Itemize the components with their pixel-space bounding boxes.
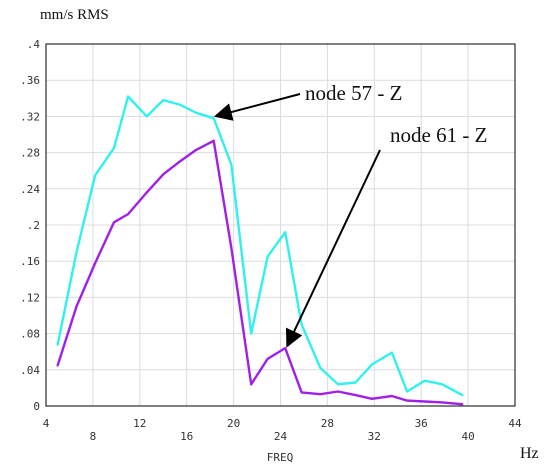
y-tick-label: 0 [33, 400, 40, 413]
annotation-label-node-61-z: node 61 - Z [390, 123, 487, 147]
series-line-node-61-z [56, 139, 464, 406]
x-tick-label: 32 [368, 430, 381, 443]
x-tick-label: 16 [180, 430, 193, 443]
y-tick-label: .24 [20, 183, 40, 196]
annotation-arrow-node-57-z [213, 93, 301, 121]
x-tick-label: 4 [43, 417, 50, 430]
series-line-node-57-z [56, 95, 464, 397]
y-tick-label: .36 [20, 74, 40, 87]
annotation-label-node-57-z: node 57 - Z [305, 81, 402, 105]
x-tick-label: 24 [274, 430, 288, 443]
x-tick-label: 36 [415, 417, 428, 430]
y-axis-label: mm/s RMS [40, 7, 109, 23]
annotation-arrow-node-61-z [285, 149, 381, 348]
x-tick-label: 8 [90, 430, 97, 443]
y-tick-labels: 0 .04 .08 .12 .16 .2 .24 .28 .32 .36 .4 [20, 38, 40, 413]
y-tick-label: .12 [20, 291, 40, 304]
x-tick-label: 28 [321, 417, 334, 430]
y-tick-label: .16 [20, 255, 40, 268]
x-tick-label: 40 [461, 430, 474, 443]
y-tick-label: .4 [27, 38, 41, 51]
x-tick-label: 12 [133, 417, 146, 430]
series-layer [56, 95, 464, 406]
x-tick-label: 20 [227, 417, 240, 430]
x-tick-labels: 4 8 12 16 20 24 28 32 36 40 44 [43, 417, 522, 443]
x-tick-label: 44 [508, 417, 522, 430]
y-tick-label: .32 [20, 110, 40, 123]
plot-frame [45, 43, 516, 407]
y-tick-label: .08 [20, 328, 40, 341]
grid [46, 44, 515, 406]
annotation-layer: node 57 - Z node 61 - Z [213, 81, 487, 348]
x-axis-label: FREQ [267, 451, 294, 464]
y-tick-label: .04 [20, 364, 40, 377]
y-tick-label: .28 [20, 147, 40, 160]
x-axis-unit: Hz [520, 445, 539, 462]
y-tick-label: .2 [27, 219, 40, 232]
